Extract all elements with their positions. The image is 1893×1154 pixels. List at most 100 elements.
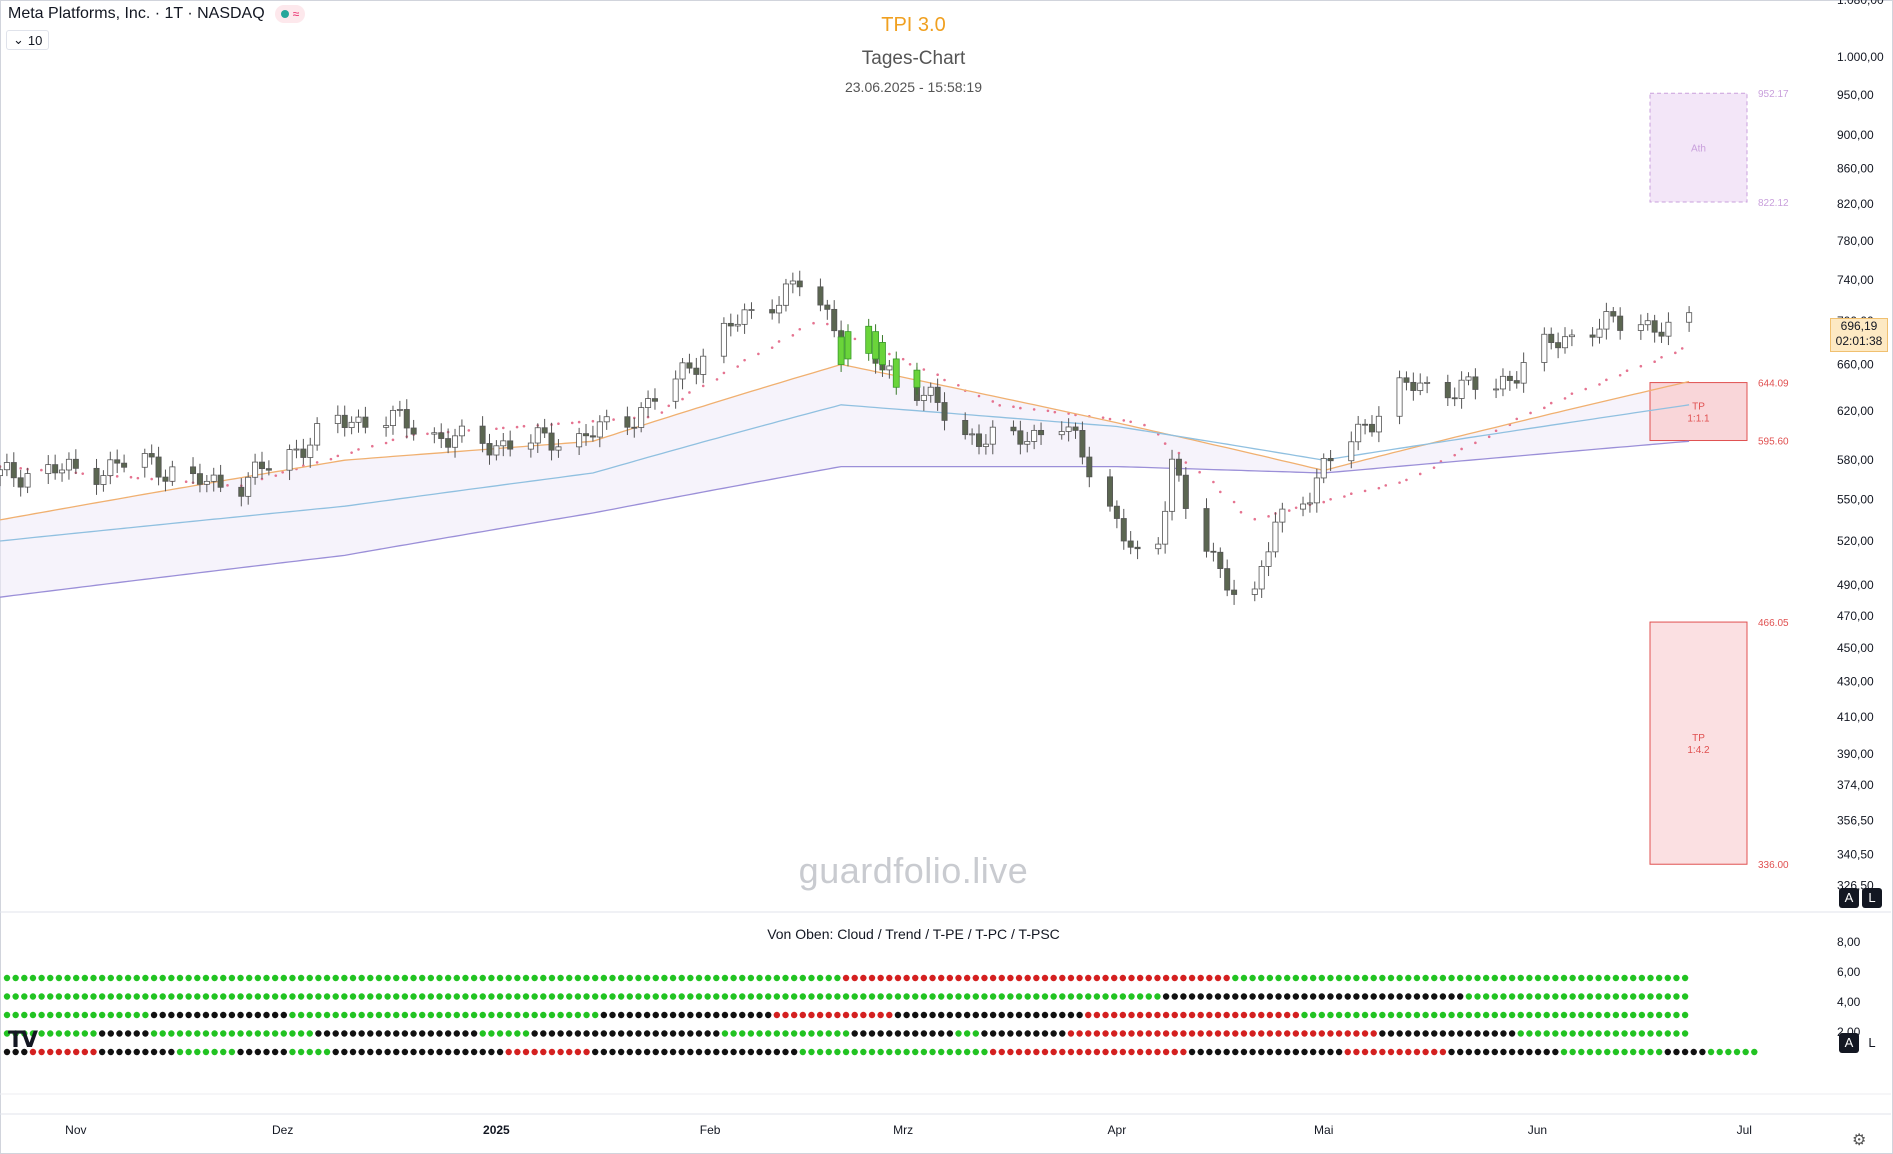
candle-body xyxy=(1127,540,1134,548)
candle-body xyxy=(410,427,417,435)
signal-dot xyxy=(1630,974,1637,982)
sar-dot xyxy=(722,371,726,375)
signal-dot xyxy=(1309,1048,1317,1056)
candle-body xyxy=(403,409,410,429)
signal-dot xyxy=(695,993,703,1000)
sar-dot xyxy=(1163,442,1167,445)
tradingview-logo-icon[interactable]: TV xyxy=(8,1028,38,1053)
signal-dot xyxy=(1309,1011,1317,1019)
auto-scale-button[interactable]: A xyxy=(1839,888,1859,908)
signal-dot xyxy=(1292,974,1300,982)
signal-dot xyxy=(626,1030,633,1037)
candle xyxy=(1548,327,1555,350)
signal-dot xyxy=(384,993,391,1000)
signal-dot xyxy=(903,1011,910,1019)
sar-dot xyxy=(1212,480,1215,484)
signal-dot xyxy=(1059,993,1066,1000)
signal-dot xyxy=(306,974,313,982)
signal-dot xyxy=(1059,1030,1066,1037)
price-tick-label: 430,00 xyxy=(1837,675,1874,689)
candle-body xyxy=(748,309,755,311)
signal-dot xyxy=(695,974,703,982)
lower-auto-scale-button[interactable]: A xyxy=(1839,1033,1859,1053)
signal-dot xyxy=(168,1011,175,1019)
candle-body xyxy=(210,474,217,482)
signal-dot xyxy=(1413,1048,1421,1056)
signal-dot xyxy=(159,993,166,1000)
signal-dot xyxy=(972,1011,979,1019)
signal-dot xyxy=(107,1030,115,1037)
signal-dot xyxy=(401,1030,409,1037)
signal-dot xyxy=(1681,1048,1689,1056)
signal-dot xyxy=(1275,993,1282,1000)
sar-dot xyxy=(1343,495,1346,498)
signal-dot xyxy=(894,1011,902,1019)
candle xyxy=(824,299,831,320)
candle-body xyxy=(1024,441,1031,445)
signal-dot xyxy=(1197,1048,1204,1056)
signal-dot xyxy=(981,993,988,1000)
price-tick-label: 780,00 xyxy=(1837,234,1874,248)
candle xyxy=(1127,531,1134,555)
lower-log-scale-button[interactable]: L xyxy=(1862,1033,1882,1053)
candle-body xyxy=(1155,543,1162,550)
signal-dot xyxy=(998,993,1005,1000)
signal-dot xyxy=(687,1048,694,1056)
candle-body xyxy=(927,386,934,396)
time-axis[interactable]: Nov Dez 2025 Feb Mrz Apr Mai Jun Jul xyxy=(65,1123,1752,1137)
candle-body xyxy=(789,280,796,285)
signal-dot xyxy=(1206,993,1213,1000)
signal-dot xyxy=(661,993,668,1000)
signal-dot xyxy=(1266,974,1274,982)
symbol-name[interactable]: Meta Platforms, Inc. · 1T · NASDAQ xyxy=(8,5,265,22)
signal-dot xyxy=(643,974,651,982)
sar-dot xyxy=(1363,489,1367,493)
indicator-status-pill[interactable]: ≈ xyxy=(274,5,306,23)
signal-dot xyxy=(479,993,486,1000)
signal-dot xyxy=(55,993,63,1000)
green-candle xyxy=(844,324,852,367)
signal-dot xyxy=(228,974,236,982)
signal-dot xyxy=(1128,993,1135,1000)
signal-dot xyxy=(479,1011,486,1019)
candle xyxy=(45,455,52,484)
candle-body xyxy=(500,440,507,447)
signal-dot xyxy=(1543,974,1550,982)
candle xyxy=(1038,422,1045,445)
signal-dot xyxy=(1647,1011,1654,1019)
signal-dot xyxy=(1119,1030,1127,1037)
signal-dot xyxy=(1240,974,1248,982)
symbol-legend[interactable]: Meta Platforms, Inc. · 1T · NASDAQ ≈ xyxy=(8,5,306,23)
candle xyxy=(1134,540,1141,560)
signal-dot xyxy=(246,974,253,982)
signal-dot xyxy=(1370,1030,1377,1037)
signal-dot xyxy=(912,1048,919,1056)
candle-body xyxy=(872,331,879,360)
candle-body xyxy=(527,442,534,450)
signal-dot xyxy=(825,974,832,982)
sar-dot xyxy=(426,432,429,436)
signal-dot xyxy=(1232,993,1239,1000)
signal-dot xyxy=(739,1011,746,1019)
signal-dot xyxy=(21,1048,28,1056)
signal-dot xyxy=(998,1011,1005,1019)
candle-body xyxy=(1182,474,1189,509)
candle-body xyxy=(258,461,265,470)
signal-dot xyxy=(860,1048,867,1056)
signal-dot xyxy=(808,974,815,982)
gear-icon[interactable]: ⚙ xyxy=(1852,1132,1867,1149)
signal-dot xyxy=(661,974,668,982)
log-scale-button[interactable]: L xyxy=(1862,888,1882,908)
collapse-indicators-button[interactable]: ⌄ 10 xyxy=(6,30,50,50)
lower-pane: 8,006,004,002,00 xyxy=(3,935,1861,1056)
box-sublabel: 1:1.1 xyxy=(1687,414,1710,425)
sar-dot xyxy=(1143,423,1146,427)
ma-fast-line xyxy=(0,363,1690,521)
price-axis[interactable]: 1.080,001.000,00950,00900,00860,00820,00… xyxy=(1837,0,1884,892)
signal-dot xyxy=(116,1030,123,1037)
signal-dot xyxy=(617,1048,625,1056)
sar-dot xyxy=(1218,490,1222,494)
candle-body xyxy=(1113,505,1120,519)
signal-dot xyxy=(1188,1048,1196,1056)
